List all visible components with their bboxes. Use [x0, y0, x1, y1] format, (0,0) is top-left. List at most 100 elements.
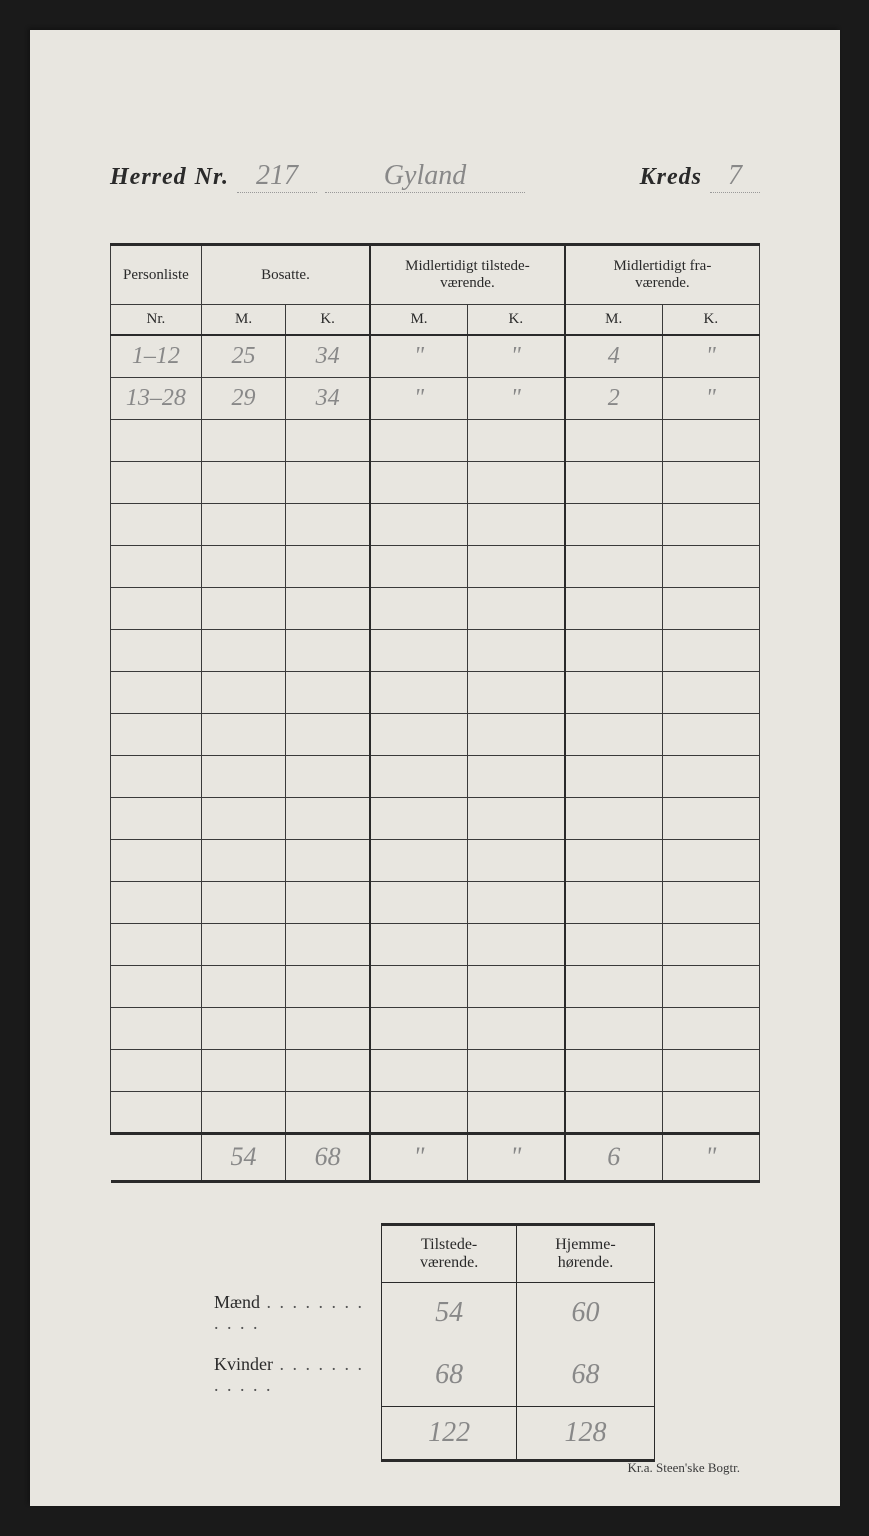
subcol-fm: M. — [565, 305, 662, 336]
cell-empty — [201, 629, 285, 671]
table-row-empty — [111, 671, 760, 713]
subcol-tk: K. — [467, 305, 564, 336]
cell-bk: 34 — [286, 377, 370, 419]
printer-footer: Kr.a. Steen'ske Bogtr. — [628, 1460, 740, 1476]
cell-empty — [565, 881, 662, 923]
cell-empty — [370, 923, 467, 965]
cell-bk: 34 — [286, 335, 370, 377]
kvinder-hjemme: 68 — [516, 1344, 654, 1406]
cell-empty — [370, 503, 467, 545]
cell-empty — [286, 503, 370, 545]
cell-empty — [467, 881, 564, 923]
table-row-empty — [111, 1007, 760, 1049]
total-bk: 68 — [286, 1133, 370, 1181]
table-row: 13–282934""2" — [111, 377, 760, 419]
summary-totals-row: 122 128 — [200, 1406, 655, 1460]
cell-empty — [286, 1091, 370, 1133]
cell-empty — [662, 1007, 759, 1049]
cell-empty — [286, 755, 370, 797]
cell-empty — [370, 629, 467, 671]
cell-empty — [370, 419, 467, 461]
cell-empty — [201, 545, 285, 587]
subcol-tm: M. — [370, 305, 467, 336]
table-row-empty — [111, 965, 760, 1007]
table-row-empty — [111, 503, 760, 545]
subcol-fk: K. — [662, 305, 759, 336]
cell-empty — [370, 545, 467, 587]
cell-empty — [662, 419, 759, 461]
cell-empty — [201, 671, 285, 713]
cell-empty — [286, 923, 370, 965]
total-tk: " — [467, 1133, 564, 1181]
sum-total-hjemme: 128 — [516, 1406, 654, 1460]
cell-empty — [201, 797, 285, 839]
cell-empty — [565, 461, 662, 503]
cell-empty — [111, 923, 202, 965]
cell-empty — [662, 839, 759, 881]
cell-empty — [286, 839, 370, 881]
cell-empty — [111, 503, 202, 545]
cell-bm: 29 — [201, 377, 285, 419]
cell-empty — [111, 587, 202, 629]
cell-empty — [565, 797, 662, 839]
col-midl-fra: Midlertidigt fra- værende. — [565, 245, 760, 305]
cell-empty — [662, 545, 759, 587]
sum-total-tilstede: 122 — [382, 1406, 517, 1460]
col-bosatte: Bosatte. — [201, 245, 370, 305]
cell-empty — [662, 797, 759, 839]
cell-empty — [662, 629, 759, 671]
cell-empty — [370, 671, 467, 713]
maend-tilstede: 54 — [382, 1282, 517, 1344]
cell-empty — [565, 587, 662, 629]
cell-empty — [201, 587, 285, 629]
kreds-nr-value: 7 — [710, 160, 760, 193]
subcol-nr: Nr. — [111, 305, 202, 336]
cell-empty — [662, 965, 759, 1007]
cell-empty — [370, 713, 467, 755]
cell-empty — [467, 965, 564, 1007]
table-row-empty — [111, 713, 760, 755]
cell-fm: 4 — [565, 335, 662, 377]
cell-empty — [111, 755, 202, 797]
cell-tk: " — [467, 377, 564, 419]
cell-empty — [201, 1007, 285, 1049]
cell-empty — [201, 839, 285, 881]
cell-empty — [662, 587, 759, 629]
table-row-empty — [111, 1091, 760, 1133]
cell-empty — [467, 1049, 564, 1091]
sum-col-tilstede: Tilstede- værende. — [382, 1224, 517, 1282]
table-row-empty — [111, 587, 760, 629]
summary-table: Tilstede- værende. Hjemme- hørende. Mænd… — [200, 1223, 655, 1462]
cell-empty — [565, 545, 662, 587]
kreds-label: Kreds — [640, 164, 702, 191]
cell-tm: " — [370, 377, 467, 419]
cell-empty — [286, 881, 370, 923]
cell-empty — [662, 1091, 759, 1133]
table-row-empty — [111, 419, 760, 461]
cell-empty — [370, 1049, 467, 1091]
cell-nr: 13–28 — [111, 377, 202, 419]
cell-empty — [111, 545, 202, 587]
herred-name-value: Gyland — [325, 160, 525, 193]
cell-bm: 25 — [201, 335, 285, 377]
cell-empty — [111, 1007, 202, 1049]
cell-empty — [286, 419, 370, 461]
cell-tm: " — [370, 335, 467, 377]
total-tm: " — [370, 1133, 467, 1181]
cell-empty — [111, 461, 202, 503]
cell-empty — [370, 881, 467, 923]
cell-empty — [286, 1007, 370, 1049]
cell-empty — [201, 965, 285, 1007]
cell-empty — [370, 1091, 467, 1133]
maend-hjemme: 60 — [516, 1282, 654, 1344]
cell-empty — [201, 461, 285, 503]
cell-empty — [286, 797, 370, 839]
cell-empty — [467, 671, 564, 713]
kvinder-label: Kvinder — [214, 1354, 364, 1395]
total-fm: 6 — [565, 1133, 662, 1181]
cell-empty — [370, 839, 467, 881]
total-bm: 54 — [201, 1133, 285, 1181]
table-row-empty — [111, 629, 760, 671]
cell-fk: " — [662, 335, 759, 377]
cell-empty — [467, 839, 564, 881]
